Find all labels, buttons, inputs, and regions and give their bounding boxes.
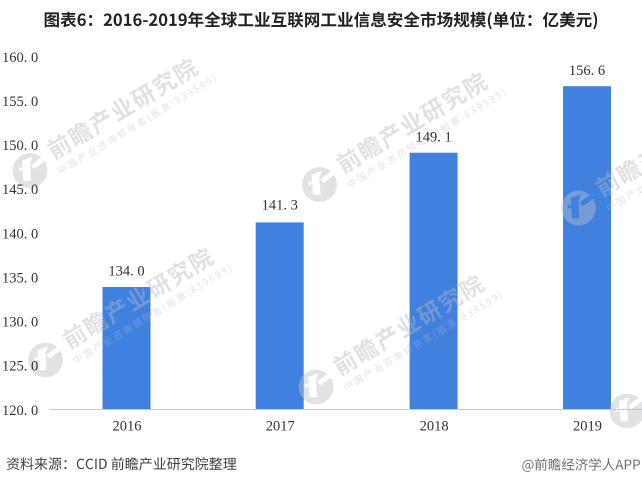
svg-text:134. 0: 134. 0	[108, 264, 144, 280]
svg-text:155. 0: 155. 0	[2, 94, 38, 110]
svg-text:141. 3: 141. 3	[262, 198, 298, 214]
svg-text:149. 1: 149. 1	[415, 129, 451, 145]
svg-text:140. 0: 140. 0	[2, 226, 38, 242]
svg-text:2017: 2017	[266, 418, 295, 434]
svg-text:2018: 2018	[420, 418, 449, 434]
svg-text:135. 0: 135. 0	[2, 270, 38, 286]
svg-text:150. 0: 150. 0	[2, 138, 38, 154]
svg-text:156. 6: 156. 6	[569, 63, 605, 79]
svg-text:130. 0: 130. 0	[2, 315, 38, 331]
svg-text:145. 0: 145. 0	[2, 182, 38, 198]
svg-text:160. 0: 160. 0	[2, 50, 38, 66]
svg-text:2019: 2019	[573, 418, 602, 434]
svg-text:125. 0: 125. 0	[2, 359, 38, 375]
svg-text:2016: 2016	[113, 418, 142, 434]
svg-text:120. 0: 120. 0	[2, 403, 38, 419]
